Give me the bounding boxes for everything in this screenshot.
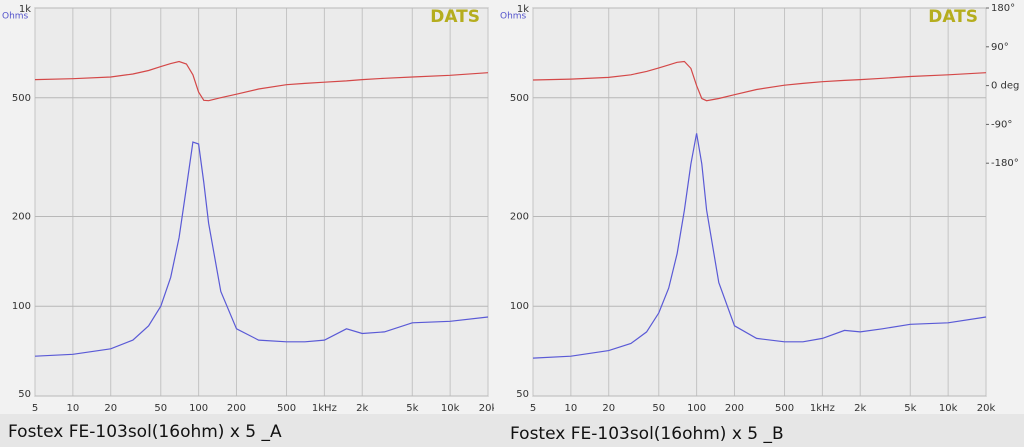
x-tick-label: 5 [530,403,536,414]
y-tick-label: 50 [516,389,529,400]
y-tick-label: 100 [12,301,31,312]
plot-area [34,7,489,397]
y-tick-label: 1k [19,4,31,15]
x-tick-label: 500 [775,403,794,414]
y-tick-label: 50 [18,389,31,400]
y-tick-label: 500 [12,93,31,104]
caption: Fostex FE-103sol(16ohm) x 5 _B [510,424,784,444]
x-tick-label: 200 [227,403,246,414]
y2-tick-label: -90° [991,119,1012,130]
series-line [532,133,987,359]
x-tick-label: 20k [479,403,498,414]
y-tick-label: 200 [12,211,31,222]
x-tick-label: 100 [189,403,208,414]
x-tick-label: 1kHz [312,403,337,414]
plot-area [532,7,987,397]
x-tick-label: 5k [904,403,916,414]
y-axis-unit: Ohms [500,12,527,22]
x-tick-label: 10 [564,403,577,414]
y-tick-label: 1k [517,4,529,15]
x-tick-label: 100 [687,403,706,414]
y-tick-label: 100 [510,301,529,312]
y-tick-label: 500 [510,93,529,104]
x-tick-label: 2k [854,403,866,414]
x-tick-label: 10k [939,403,958,414]
series-line [34,60,489,102]
chart-panel: 5 10 20 50 100 200 500 1kHz 2k 5k 10k 20k 1k 500 200 10… [2,4,498,414]
x-tick-label: 2k [356,403,368,414]
x-tick-label: 20k [977,403,996,414]
caption-band [0,414,1024,447]
x-tick-label: 1kHz [810,403,835,414]
x-tick-label: 20 [104,403,117,414]
brand: DATS [430,7,480,27]
y2-tick-label: 0 deg [991,81,1019,92]
x-tick-label: 20 [602,403,615,414]
y2-tick-label: -180° [991,158,1019,169]
x-tick-label: 50 [652,403,665,414]
y2-tick-label: 90° [991,42,1009,53]
x-tick-label: 5 [32,403,38,414]
caption: Fostex FE-103sol(16ohm) x 5 _A [8,422,282,442]
brand: DATS [928,7,978,27]
series-line [34,141,489,357]
chart-panel: 5 10 20 50 100 200 500 1kHz 2k 5k 10k 20k 1k 500 200 10… [500,3,1019,414]
x-tick-label: 500 [277,403,296,414]
x-tick-label: 200 [725,403,744,414]
x-tick-label: 5k [406,403,418,414]
x-tick-label: 10 [66,403,79,414]
y-axis-unit: Ohms [2,12,29,22]
x-tick-label: 50 [154,403,167,414]
series-line [532,60,987,102]
y-tick-label: 200 [510,211,529,222]
y2-tick-label: 180° [991,3,1015,14]
x-tick-label: 10k [441,403,460,414]
